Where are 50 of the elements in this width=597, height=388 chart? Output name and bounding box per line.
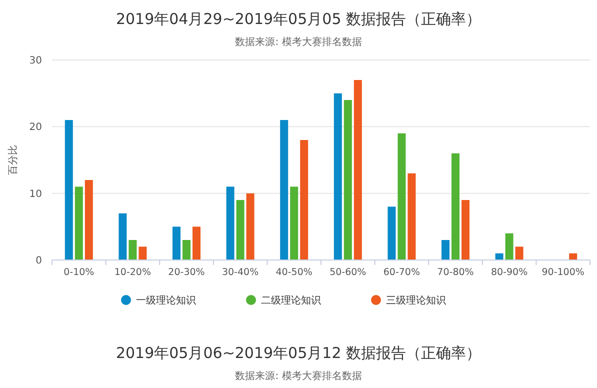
bar [408, 173, 416, 260]
bar [84, 180, 93, 260]
bar [138, 246, 147, 260]
legend-label: 一级理论知识 [136, 294, 196, 306]
bar [442, 240, 450, 260]
bar [398, 133, 406, 260]
bar [118, 213, 127, 260]
bar [236, 200, 244, 260]
bar [172, 226, 180, 260]
x-tick-label: 10-20% [114, 267, 152, 278]
x-tick-label: 60-70% [383, 267, 420, 278]
bar [569, 253, 578, 260]
bar [505, 233, 514, 260]
text: 2019年05月06~2019年05月12 数据报告（正确率） [116, 344, 482, 362]
x-tick-label: 90-100% [542, 267, 584, 278]
x-tick-label: 50-60% [330, 267, 366, 278]
bar [192, 226, 200, 260]
bar [388, 206, 396, 260]
bar [226, 186, 234, 260]
x-tick-label: 40-50% [276, 267, 312, 278]
chart-title: 2019年04月29~2019年05月05 数据报告（正确率） [116, 10, 482, 28]
bar [300, 140, 308, 260]
y-tick-label: 30 [29, 56, 42, 66]
bar [495, 253, 504, 260]
y-tick-label: 10 [29, 188, 42, 200]
bar [64, 120, 73, 260]
x-tick-label: 20-30% [168, 267, 205, 278]
bar [280, 120, 288, 260]
text: 数据来源: 模考大赛排名数据 [235, 370, 362, 382]
legend-label: 三级理论知识 [386, 294, 446, 306]
bar [290, 186, 298, 260]
x-tick-label: 30-40% [222, 267, 259, 278]
bar [515, 246, 524, 260]
x-tick-label: 70-80% [437, 267, 474, 278]
y-tick-label: 0 [36, 256, 42, 266]
chart-subtitle: 数据来源: 模考大赛排名数据 [235, 36, 362, 48]
legend-label: 二级理论知识 [261, 294, 321, 306]
y-axis-title: 百分比 [7, 145, 19, 175]
y-tick-label: 20 [29, 122, 42, 134]
bar [334, 93, 342, 260]
bar [344, 100, 352, 260]
bar [246, 193, 254, 260]
bar [354, 80, 362, 260]
x-tick-label: 80-90% [490, 267, 528, 278]
x-tick-label: 0-10% [64, 267, 94, 278]
bar [462, 200, 470, 260]
bar [182, 240, 190, 260]
bar [74, 186, 83, 260]
bar [128, 240, 137, 260]
bar [452, 153, 460, 260]
